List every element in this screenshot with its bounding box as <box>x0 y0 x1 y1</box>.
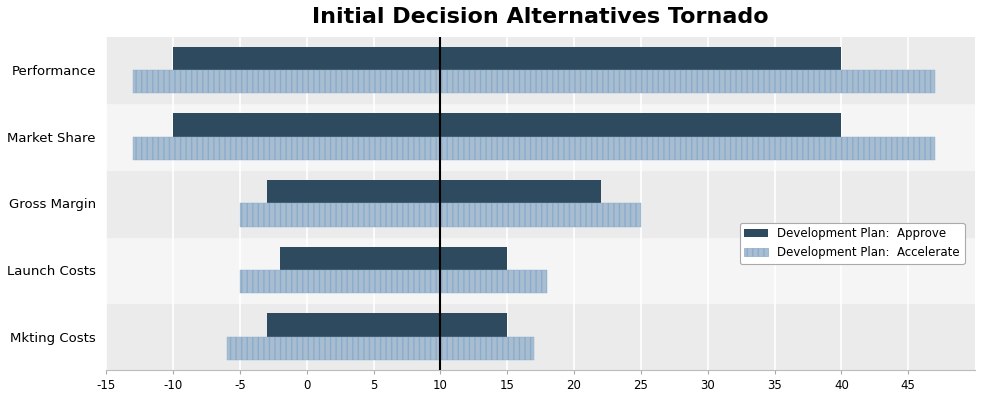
Bar <box>227 337 534 360</box>
Bar <box>106 103 975 170</box>
Bar <box>280 247 508 270</box>
Bar <box>173 47 842 70</box>
Bar <box>106 237 975 303</box>
Bar <box>267 313 508 337</box>
Legend: Development Plan:  Approve, Development Plan:  Accelerate: Development Plan: Approve, Development P… <box>739 223 964 264</box>
Bar <box>106 170 975 237</box>
Bar <box>173 113 842 137</box>
Bar <box>133 137 935 160</box>
Bar <box>106 37 975 103</box>
Bar <box>267 180 601 203</box>
Bar <box>106 303 975 370</box>
Title: Initial Decision Alternatives Tornado: Initial Decision Alternatives Tornado <box>312 7 769 27</box>
Bar <box>240 270 547 293</box>
Bar <box>240 203 641 227</box>
Bar <box>133 70 935 93</box>
